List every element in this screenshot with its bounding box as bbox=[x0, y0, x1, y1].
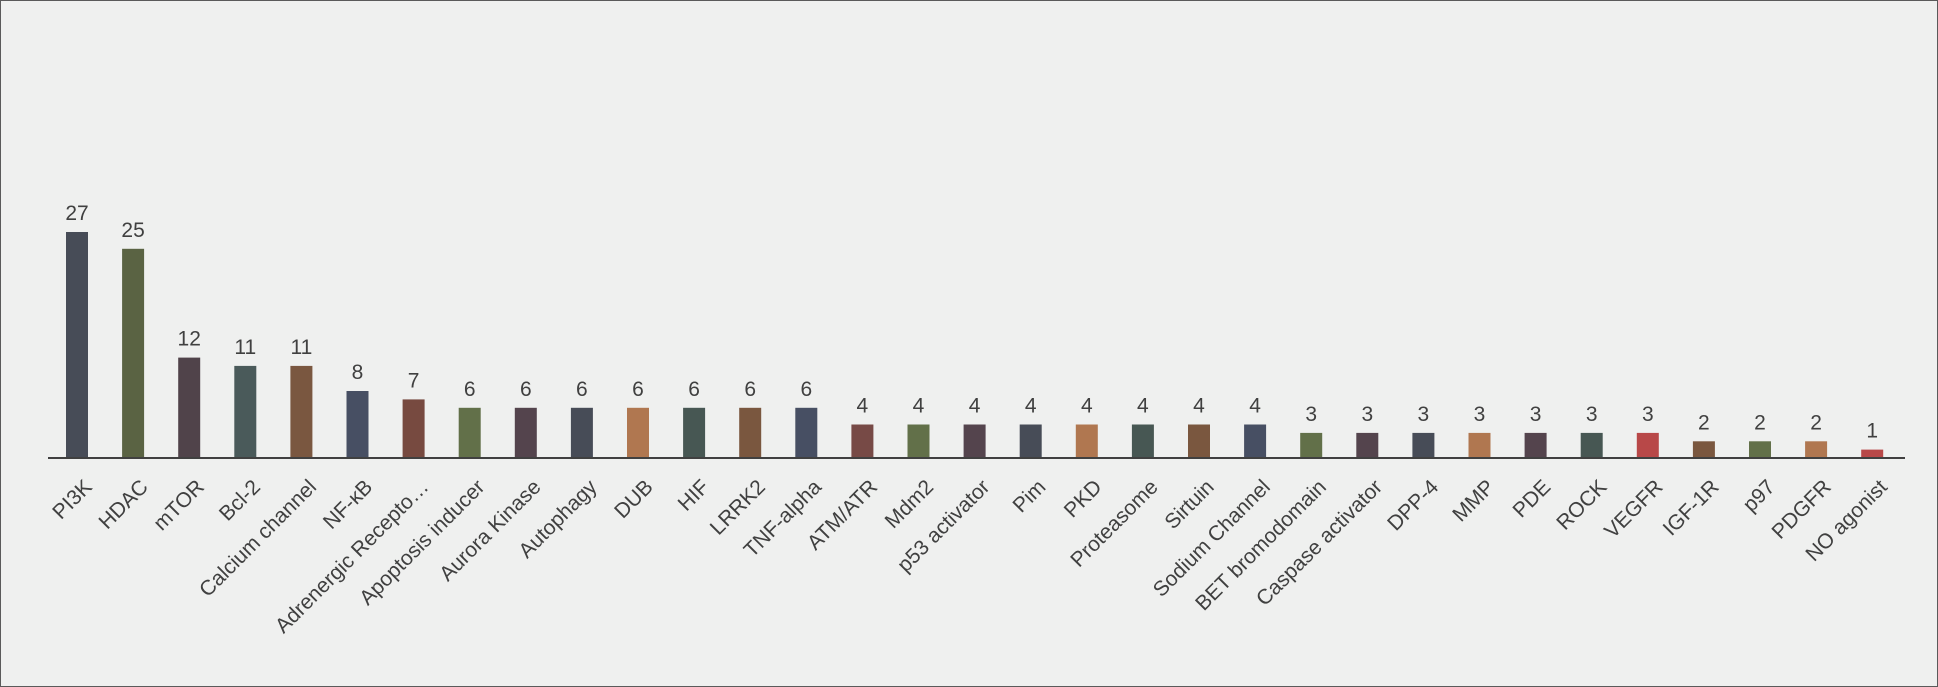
bar-nf-b bbox=[346, 391, 369, 458]
value-label-mmp: 3 bbox=[1474, 403, 1486, 426]
value-label-nf-b: 8 bbox=[352, 361, 364, 384]
x-tick-label-pde: PDE bbox=[1509, 475, 1556, 522]
value-label-caspase-activator: 3 bbox=[1361, 403, 1373, 426]
x-tick-label-bcl-2: Bcl-2 bbox=[215, 475, 265, 525]
bar-pim bbox=[1019, 424, 1042, 458]
x-tick-label-hif: HIF bbox=[674, 475, 714, 515]
value-label-sodium-channel: 4 bbox=[1249, 395, 1261, 418]
x-tick-label-mtor: mTOR bbox=[149, 475, 209, 535]
x-tick-label-hdac: HDAC bbox=[94, 475, 152, 533]
x-tick-label-p97: p97 bbox=[1739, 475, 1780, 516]
value-label-apoptosis-inducer: 6 bbox=[464, 378, 476, 401]
value-label-bet-bromodomain: 3 bbox=[1305, 403, 1317, 426]
bar-atm-atr bbox=[851, 424, 874, 458]
x-tick-label-dpp-4: DPP-4 bbox=[1383, 475, 1443, 535]
bar-bet-bromodomain bbox=[1300, 432, 1323, 458]
bar-autophagy bbox=[570, 407, 593, 458]
bar-mdm2 bbox=[907, 424, 930, 458]
bar-pi3k bbox=[66, 232, 88, 458]
bars-layer bbox=[66, 232, 1884, 458]
bar-apoptosis-inducer bbox=[458, 407, 481, 458]
bar-rock bbox=[1580, 432, 1603, 458]
value-label-lrrk2: 6 bbox=[744, 378, 756, 401]
value-label-pim: 4 bbox=[1025, 395, 1037, 418]
bar-mtor bbox=[178, 357, 201, 458]
x-tick-label-igf-1r: IGF-1R bbox=[1659, 475, 1724, 540]
bar-pdgfr bbox=[1805, 441, 1828, 458]
x-tick-label-pim: Pim bbox=[1009, 475, 1051, 517]
bar-p97 bbox=[1749, 441, 1771, 458]
bar-no-agonist bbox=[1861, 449, 1884, 458]
bar-vegfr bbox=[1636, 432, 1659, 458]
value-label-sirtuin: 4 bbox=[1193, 395, 1205, 418]
bar-pkd bbox=[1075, 424, 1098, 458]
bar-hdac bbox=[122, 248, 145, 458]
value-label-vegfr: 3 bbox=[1642, 403, 1654, 426]
bar-mmp bbox=[1468, 432, 1491, 458]
bar-igf-1r bbox=[1692, 441, 1715, 458]
bar-lrrk2 bbox=[739, 407, 762, 458]
value-label-mdm2: 4 bbox=[913, 395, 925, 418]
bar-proteasome bbox=[1131, 424, 1154, 458]
value-label-igf-1r: 2 bbox=[1698, 411, 1710, 434]
value-label-pi3k: 27 bbox=[65, 202, 88, 225]
x-tick-label-pkd: PKD bbox=[1060, 475, 1107, 522]
bar-tnf-alpha bbox=[795, 407, 818, 458]
value-label-aurora-kinase: 6 bbox=[520, 378, 532, 401]
value-label-atm-atr: 4 bbox=[857, 395, 869, 418]
value-label-adrenergic-recepto: 7 bbox=[408, 369, 420, 392]
value-label-rock: 3 bbox=[1586, 403, 1598, 426]
bar-caspase-activator bbox=[1356, 432, 1379, 458]
bar-hif bbox=[683, 407, 706, 458]
value-label-pde: 3 bbox=[1530, 403, 1542, 426]
bar-adrenergic-recepto bbox=[402, 399, 425, 458]
value-label-p53-activator: 4 bbox=[969, 395, 981, 418]
bar-aurora-kinase bbox=[514, 407, 537, 458]
value-label-tnf-alpha: 6 bbox=[800, 378, 812, 401]
bar-bcl-2 bbox=[234, 365, 257, 458]
bar-sirtuin bbox=[1188, 424, 1210, 458]
x-tick-label-vegfr: VEGFR bbox=[1600, 475, 1667, 542]
value-label-dub: 6 bbox=[632, 378, 644, 401]
value-label-hif: 6 bbox=[688, 378, 700, 401]
bar-dub bbox=[627, 407, 649, 458]
x-tick-label-mmp: MMP bbox=[1448, 475, 1499, 526]
bar-sodium-channel bbox=[1244, 424, 1267, 458]
value-label-mtor: 12 bbox=[178, 328, 201, 351]
value-label-proteasome: 4 bbox=[1137, 395, 1149, 418]
bar-calcium-channel bbox=[290, 365, 313, 458]
value-label-p97: 2 bbox=[1754, 411, 1766, 434]
value-label-calcium-channel: 11 bbox=[290, 336, 312, 359]
bar-p53-activator bbox=[963, 424, 986, 458]
bar-pde bbox=[1524, 432, 1547, 458]
value-label-dpp-4: 3 bbox=[1418, 403, 1430, 426]
x-tick-label-dub: DUB bbox=[610, 475, 658, 523]
value-label-pkd: 4 bbox=[1081, 395, 1093, 418]
value-label-pdgfr: 2 bbox=[1810, 411, 1822, 434]
value-label-bcl-2: 11 bbox=[234, 336, 256, 359]
x-tick-label-pi3k: PI3K bbox=[48, 475, 96, 523]
value-label-autophagy: 6 bbox=[576, 378, 588, 401]
bar-dpp-4 bbox=[1412, 432, 1435, 458]
value-label-no-agonist: 1 bbox=[1866, 420, 1878, 443]
value-label-hdac: 25 bbox=[121, 219, 144, 242]
